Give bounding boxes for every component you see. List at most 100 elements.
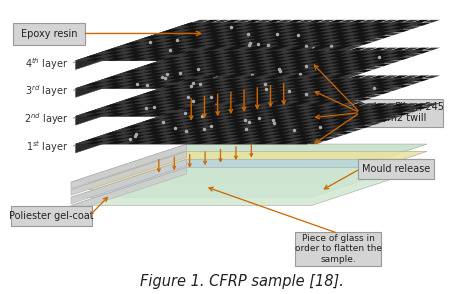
Polygon shape [148, 110, 166, 113]
Polygon shape [133, 67, 151, 69]
Polygon shape [392, 23, 410, 26]
Polygon shape [270, 39, 288, 42]
Polygon shape [157, 104, 175, 107]
Polygon shape [365, 39, 383, 42]
Polygon shape [333, 67, 351, 69]
Polygon shape [233, 103, 251, 106]
Polygon shape [241, 104, 259, 107]
Polygon shape [160, 58, 177, 61]
Polygon shape [201, 138, 219, 141]
Polygon shape [307, 103, 325, 106]
Polygon shape [173, 116, 191, 119]
Polygon shape [283, 104, 301, 107]
Polygon shape [260, 39, 277, 42]
Polygon shape [225, 113, 243, 116]
Polygon shape [179, 79, 197, 82]
Polygon shape [137, 107, 155, 110]
Polygon shape [269, 91, 287, 94]
Polygon shape [139, 141, 156, 144]
Polygon shape [338, 48, 356, 51]
Polygon shape [263, 51, 281, 54]
Polygon shape [228, 39, 246, 42]
Polygon shape [212, 86, 230, 88]
Polygon shape [139, 58, 156, 61]
Polygon shape [236, 57, 254, 60]
Polygon shape [344, 94, 361, 97]
Polygon shape [156, 128, 174, 131]
Text: 4$^{th}$ layer: 4$^{th}$ layer [26, 56, 69, 71]
Text: Carbon Fiber, 245
gr/m2 twill: Carbon Fiber, 245 gr/m2 twill [357, 102, 444, 123]
Polygon shape [191, 103, 209, 106]
Polygon shape [225, 82, 242, 85]
Polygon shape [362, 113, 380, 116]
Polygon shape [135, 128, 153, 131]
Polygon shape [353, 119, 371, 122]
Polygon shape [206, 119, 224, 122]
Polygon shape [335, 73, 353, 76]
Polygon shape [220, 76, 238, 79]
Polygon shape [164, 119, 182, 122]
Polygon shape [350, 23, 367, 26]
Polygon shape [249, 122, 267, 125]
Polygon shape [242, 107, 260, 110]
Polygon shape [332, 119, 350, 122]
Polygon shape [173, 88, 191, 91]
Polygon shape [195, 116, 212, 119]
Polygon shape [373, 113, 390, 116]
Polygon shape [209, 73, 227, 76]
Polygon shape [209, 101, 227, 103]
Polygon shape [249, 67, 267, 69]
Polygon shape [195, 33, 212, 35]
Polygon shape [283, 49, 301, 51]
Polygon shape [134, 98, 152, 101]
Polygon shape [176, 42, 194, 45]
Polygon shape [265, 86, 283, 88]
Polygon shape [203, 26, 221, 29]
Polygon shape [264, 83, 282, 85]
Polygon shape [374, 116, 391, 119]
Polygon shape [292, 98, 310, 101]
FancyBboxPatch shape [11, 206, 92, 226]
Polygon shape [290, 64, 308, 66]
Polygon shape [359, 20, 377, 23]
Polygon shape [279, 88, 297, 91]
Polygon shape [302, 42, 320, 45]
Polygon shape [172, 110, 190, 112]
Polygon shape [173, 33, 191, 35]
Polygon shape [301, 119, 319, 122]
Polygon shape [192, 51, 210, 54]
Polygon shape [346, 45, 363, 48]
Polygon shape [287, 78, 304, 81]
Polygon shape [333, 94, 351, 97]
Polygon shape [308, 78, 326, 81]
Polygon shape [262, 76, 280, 79]
Polygon shape [265, 106, 283, 109]
Polygon shape [322, 64, 339, 66]
Polygon shape [393, 29, 411, 32]
Polygon shape [125, 128, 142, 131]
Polygon shape [217, 119, 234, 122]
Polygon shape [251, 128, 268, 131]
Polygon shape [269, 119, 287, 122]
Polygon shape [374, 64, 392, 66]
Polygon shape [260, 122, 277, 125]
Polygon shape [422, 103, 440, 106]
Polygon shape [363, 60, 381, 63]
Polygon shape [256, 110, 274, 112]
Polygon shape [278, 85, 296, 88]
Polygon shape [355, 70, 373, 73]
Polygon shape [167, 45, 184, 48]
Polygon shape [297, 106, 315, 109]
Polygon shape [311, 91, 329, 94]
Polygon shape [126, 76, 143, 79]
Polygon shape [350, 106, 367, 109]
Polygon shape [273, 135, 291, 138]
Polygon shape [125, 45, 142, 48]
Polygon shape [301, 94, 319, 97]
Polygon shape [134, 126, 152, 128]
Polygon shape [154, 36, 171, 39]
Polygon shape [231, 76, 248, 79]
Polygon shape [320, 85, 337, 88]
Polygon shape [278, 29, 296, 32]
Polygon shape [264, 55, 282, 58]
